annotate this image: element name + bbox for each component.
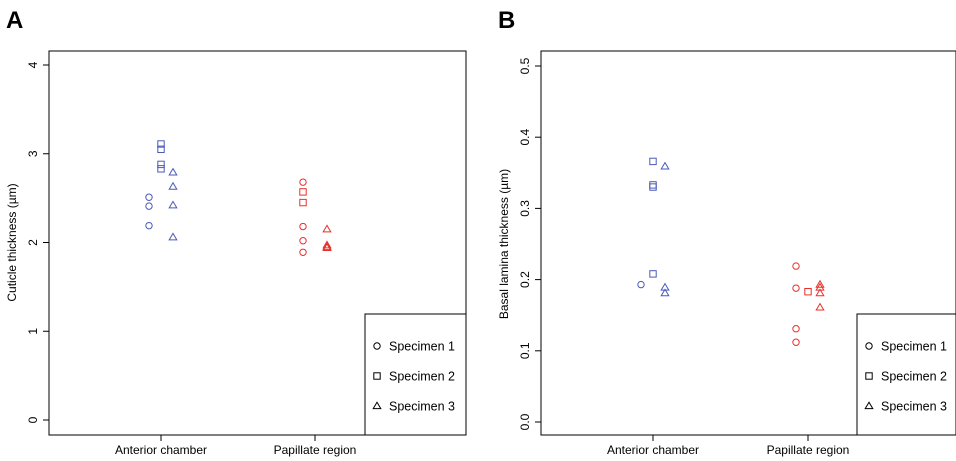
data-point [168,167,178,176]
legend-label: Specimen 2 [389,370,455,384]
data-point [815,302,825,311]
data-point [649,181,657,189]
data-point [792,284,800,292]
plot-frame [540,50,956,436]
x-tick-label: Anterior chamber [607,443,699,457]
data-point [815,288,825,297]
data-point [157,160,165,169]
data-point [322,240,332,249]
data-point [804,288,812,296]
data-point [649,270,657,278]
data-point [299,237,307,245]
y-tick-label: 2 [26,239,40,246]
y-tick-label: 4 [26,61,40,68]
legend-marker [865,372,873,380]
data-point [157,145,165,154]
data-point [815,279,825,288]
data-point [649,183,657,191]
legend-marker [373,372,381,380]
chart-panel-a: A 0 1 2 3 4 Cuticle thickness (µm) Anterior cha… [5,7,467,457]
legend-label: Specimen 2 [881,370,947,384]
panel-letter: A [6,7,23,34]
legend-label: Specimen 3 [389,400,455,414]
legend-marker [373,342,381,350]
data-point [157,165,165,173]
legend: Specimen 1 Specimen 2 Specimen 3 [856,313,956,436]
legend-box [364,313,467,436]
y-tick-label: 0.0 [518,413,532,430]
data-point [322,224,332,233]
chart-panel-b: B 0.0 0.1 0.2 0.3 0.4 0.5 Basal lamina thicknes… [497,7,956,457]
data-point [660,288,670,297]
data-point [792,262,800,270]
y-tick-label: 0.2 [518,271,532,288]
legend-label: Specimen 1 [881,340,947,354]
data-point [792,338,800,346]
data-point [168,181,178,190]
legend: Specimen 1 Specimen 2 Specimen 3 [364,313,467,436]
data-point [299,178,307,186]
data-point [157,140,165,148]
legend-label: Specimen 1 [389,340,455,354]
y-tick-label: 0.4 [518,129,532,146]
data-point [322,243,332,251]
data-point [145,193,153,201]
y-tick-label: 0.5 [518,57,532,74]
x-tick-label: Papillate region [767,443,850,457]
legend-label: Specimen 3 [881,400,947,414]
data-point [649,157,657,166]
y-tick-label: 1 [26,328,40,335]
data-point [168,200,178,209]
data-point [168,232,178,241]
data-point [637,280,645,289]
y-axis-title: Cuticle thickness (µm) [5,183,19,301]
data-point [299,188,307,196]
data-point [299,198,307,207]
y-tick-label: 3 [26,150,40,157]
y-tick-label: 0 [26,416,40,423]
y-tick-label: 0.1 [518,342,532,359]
data-point [145,202,153,210]
panel-letter: B [498,7,515,34]
legend-marker [864,401,874,410]
x-tick-label: Papillate region [274,443,357,457]
data-point [299,248,307,256]
legend-marker [865,342,873,350]
data-point [299,222,307,231]
data-point [660,161,670,170]
data-point [792,325,800,333]
x-tick-label: Anterior chamber [115,443,207,457]
data-point [145,221,153,230]
y-tick-label: 0.3 [518,200,532,217]
legend-box [856,313,956,436]
legend-marker [372,401,382,410]
y-axis-title: Basal lamina thickness (µm) [497,169,511,319]
